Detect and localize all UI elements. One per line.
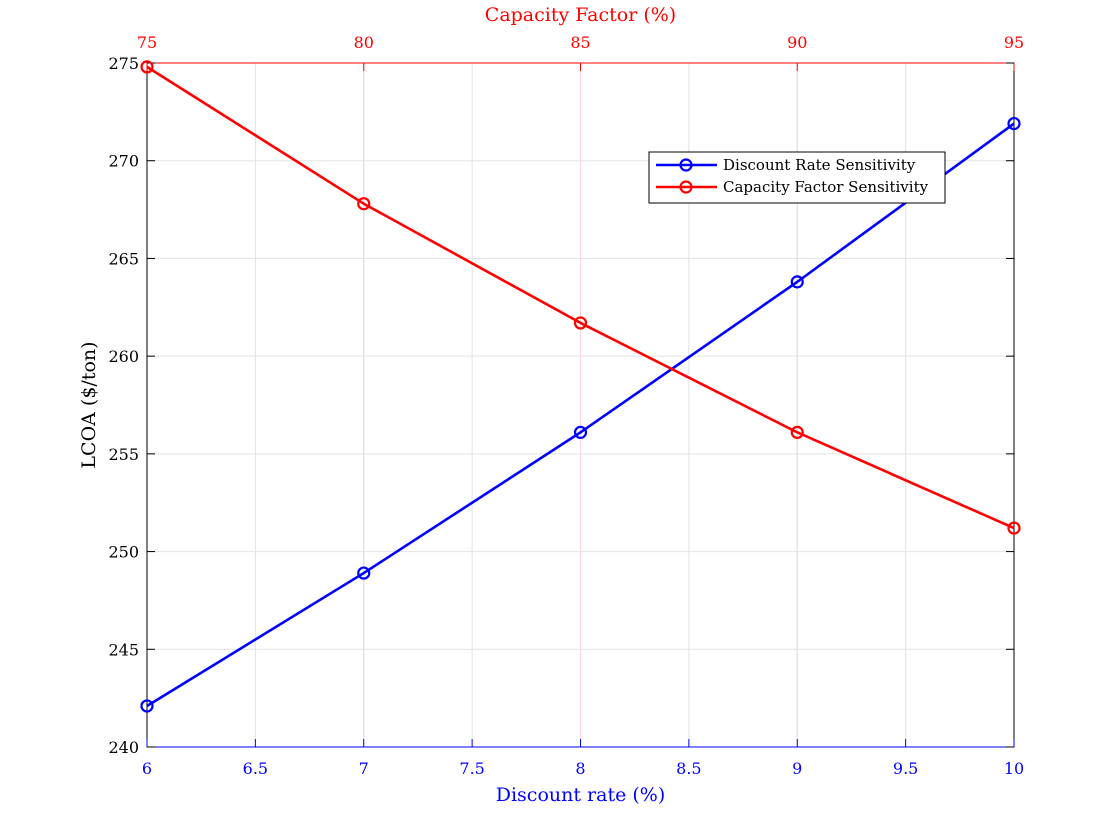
bottom-tick-label: 7.5: [459, 759, 484, 778]
y-tick-label: 275: [108, 54, 139, 73]
top-tick-label: 90: [787, 33, 807, 52]
bottom-tick-label: 8.5: [676, 759, 701, 778]
top-tick-label: 80: [354, 33, 374, 52]
legend: Discount Rate Sensitivity Capacity Factor…: [648, 151, 946, 204]
legend-entry-label: Capacity Factor Sensitivity: [723, 178, 929, 196]
bottom-tick-label: 6.5: [243, 759, 268, 778]
y-tick-label: 255: [108, 445, 139, 464]
bottom-tick-label: 9: [792, 759, 802, 778]
bottom-tick-label: 8: [575, 759, 585, 778]
legend-swatch-marker: [679, 180, 693, 194]
y-axis-title: LCOA ($/ton): [78, 341, 100, 468]
series-2-point: [790, 425, 804, 439]
bottom-tick-label: 9.5: [893, 759, 918, 778]
legend-entry-label: Discount Rate Sensitivity: [723, 156, 916, 174]
top-tick-label: 75: [137, 33, 157, 52]
bottom-axis-title: Discount rate (%): [496, 784, 666, 806]
y-tick-label: 260: [108, 347, 139, 366]
y-tick-label: 270: [108, 152, 139, 171]
top-axis-title: Capacity Factor (%): [485, 4, 676, 26]
series-1-point: [357, 566, 371, 580]
series-1-point: [140, 699, 154, 713]
series-1-point: [573, 425, 588, 439]
series-2-point: [573, 316, 588, 330]
series-2-point: [357, 197, 371, 211]
y-tick-label: 250: [108, 543, 139, 562]
series-2-point: [140, 60, 154, 74]
series-2-line: [146, 65, 1015, 530]
series-1-line: [146, 122, 1015, 708]
axes: 6 6.5 7 7.5 8 8.5 9 9.5 10 75 80 85 90 95 240 245 250 255…: [108, 33, 1024, 778]
bottom-tick-label: 6: [142, 759, 152, 778]
top-tick-label: 85: [570, 33, 590, 52]
y-tick-label: 265: [108, 249, 139, 268]
series-1-point: [1007, 116, 1021, 131]
top-tick-label: 95: [1004, 33, 1024, 52]
series-1-point: [790, 275, 804, 289]
legend-swatch-marker: [679, 158, 693, 172]
y-tick-label: 240: [108, 738, 139, 757]
y-tick-label: 245: [108, 640, 139, 659]
bottom-tick-label: 7: [359, 759, 369, 778]
bottom-tick-label: 10: [1004, 759, 1024, 778]
legend-box: [648, 151, 946, 204]
series-layer: [140, 60, 1021, 713]
series-2-point: [1007, 521, 1021, 535]
